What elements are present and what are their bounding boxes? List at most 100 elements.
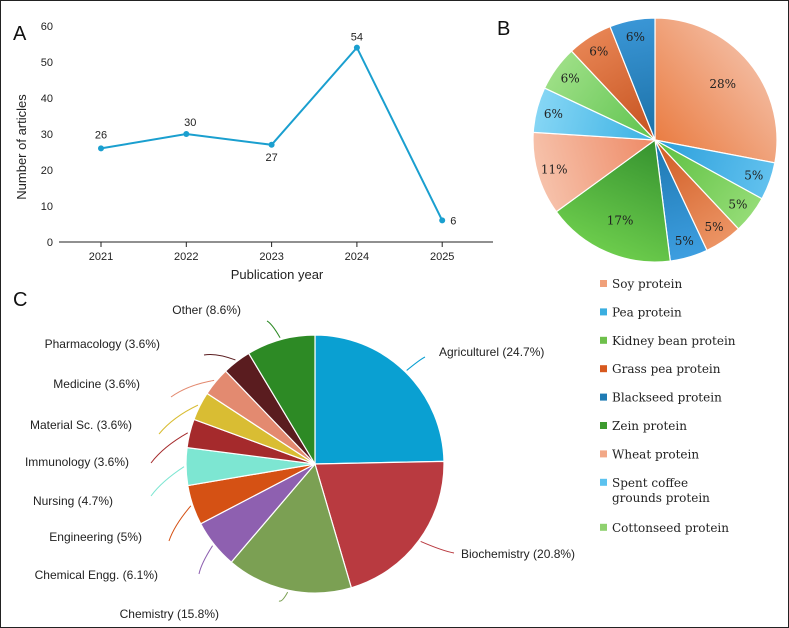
data-points bbox=[98, 44, 446, 224]
x-ticks: 2021 2022 2023 2024 2025 bbox=[89, 242, 454, 263]
panel-label-a: A bbox=[13, 23, 27, 45]
leader-line bbox=[266, 320, 281, 338]
data-label: 26 bbox=[95, 129, 107, 141]
legend-label: Kidney bean protein bbox=[612, 334, 736, 348]
slice-label: Immunology (3.6%) bbox=[25, 455, 129, 469]
legend-label: Blackseed protein bbox=[612, 391, 722, 405]
x-tick-label: 2022 bbox=[174, 251, 198, 263]
leader-line bbox=[203, 353, 236, 361]
legend-item-blackseed-protein: Blackseed protein bbox=[600, 391, 722, 405]
slice-label: 5% bbox=[728, 197, 747, 211]
y-tick-label: 60 bbox=[41, 21, 53, 33]
leader-line bbox=[150, 466, 185, 497]
legend-label: Wheat protein bbox=[612, 447, 699, 461]
series-line bbox=[100, 45, 444, 221]
legend-swatch bbox=[600, 523, 607, 531]
panel-label-b: B bbox=[497, 18, 510, 40]
slice-label: 5% bbox=[675, 234, 694, 248]
legend-swatch bbox=[600, 478, 607, 486]
legend-item-wheat-protein: Wheat protein bbox=[600, 447, 699, 461]
leader-line bbox=[198, 545, 214, 575]
slice-label: 11% bbox=[541, 162, 568, 176]
y-tick-label: 0 bbox=[47, 237, 53, 249]
pie-slice-chemistry bbox=[230, 462, 353, 594]
legend-swatch bbox=[600, 393, 607, 401]
pie-slice-agriculturel bbox=[314, 334, 445, 465]
y-tick-label: 30 bbox=[41, 129, 53, 141]
leader-line bbox=[406, 356, 426, 371]
legend-item-grass-pea-protein: Grass pea protein bbox=[600, 362, 721, 376]
slice-label: 5% bbox=[744, 169, 763, 183]
legend-swatch bbox=[600, 336, 607, 344]
leader-line bbox=[278, 591, 289, 602]
slice-label: 6% bbox=[626, 30, 645, 44]
y-tick-label: 10 bbox=[41, 201, 53, 213]
legend-swatch bbox=[600, 422, 607, 429]
slice-label: Biochemistry (20.8%) bbox=[461, 547, 575, 561]
leader-line bbox=[150, 432, 189, 464]
legend-swatch bbox=[600, 450, 607, 458]
slice-label: 6% bbox=[561, 71, 580, 85]
legend-swatch bbox=[600, 365, 607, 373]
y-ticks: 0 10 20 30 40 50 60 bbox=[41, 21, 53, 249]
pie-chart-b: 28% 5% 5% 5% 5% 17% 11% 6% 6% 6% 6% bbox=[532, 17, 778, 263]
legend-label: Cottonseed protein bbox=[612, 521, 729, 535]
data-label: 54 bbox=[351, 32, 363, 44]
slice-label: Agriculturel (24.7%) bbox=[439, 345, 544, 359]
data-point bbox=[439, 217, 446, 224]
slice-label: Other (8.6%) bbox=[172, 303, 241, 317]
y-tick-label: 20 bbox=[41, 165, 53, 177]
legend-label: Soy protein bbox=[612, 277, 682, 291]
legend-label: Pea protein bbox=[612, 305, 682, 319]
pie-slice-wheat-protein bbox=[532, 131, 657, 213]
slice-label: Material Sc. (3.6%) bbox=[30, 418, 132, 432]
leader-line bbox=[420, 540, 455, 554]
leader-line bbox=[158, 404, 199, 435]
x-tick-label: 2024 bbox=[345, 251, 369, 263]
x-tick-label: 2023 bbox=[259, 251, 283, 263]
pie-chart-c: Agriculturel (24.7%) Biochemistry (20.8%)… bbox=[25, 303, 575, 621]
data-label: 27 bbox=[265, 152, 277, 164]
data-point bbox=[268, 141, 275, 148]
slice-label: Chemical Engg. (6.1%) bbox=[35, 568, 158, 582]
legend-swatch bbox=[600, 280, 607, 287]
slice-label: 6% bbox=[544, 107, 563, 121]
x-axis-title: Publication year bbox=[231, 267, 324, 282]
legend-item-zein-protein: Zein protein bbox=[600, 419, 687, 433]
slice-label: 17% bbox=[607, 214, 634, 228]
y-tick-label: 40 bbox=[41, 93, 53, 105]
legend-b: Soy protein Pea protein Kidney bean protei… bbox=[600, 277, 736, 535]
legend-item-cottonseed-protein: Cottonseed protein bbox=[600, 521, 729, 535]
data-label: 6 bbox=[450, 215, 456, 227]
pie-slice-zein-protein bbox=[555, 138, 671, 263]
x-tick-label: 2025 bbox=[430, 251, 454, 263]
slice-label: 5% bbox=[704, 220, 723, 234]
data-point bbox=[183, 131, 190, 137]
legend-label: Spent coffee grounds protein bbox=[612, 476, 710, 505]
panel-label-c: C bbox=[13, 289, 27, 311]
legend-swatch bbox=[600, 308, 607, 316]
legend-label: Grass pea protein bbox=[612, 362, 721, 376]
legend-item-kidney-bean-protein: Kidney bean protein bbox=[600, 334, 736, 348]
y-axis-title: Number of articles bbox=[14, 94, 29, 200]
slice-label: Engineering (5%) bbox=[49, 530, 142, 544]
legend-item-pea-protein: Pea protein bbox=[600, 305, 682, 319]
pie-slice-other bbox=[247, 334, 316, 467]
data-point bbox=[353, 44, 360, 51]
slice-label: Chemistry (15.8%) bbox=[120, 607, 219, 621]
legend-item-spent-coffee-grounds-protein: Spent coffee grounds protein bbox=[600, 476, 710, 505]
legend-item-soy-protein: Soy protein bbox=[600, 277, 682, 291]
pie-slice-biochemistry bbox=[314, 460, 445, 589]
leader-line bbox=[170, 379, 215, 398]
slice-label: Nursing (4.7%) bbox=[33, 494, 113, 508]
pie-slice-soy-protein bbox=[654, 17, 778, 164]
leader-line bbox=[168, 505, 192, 542]
legend-label: Zein protein bbox=[612, 419, 687, 433]
data-label: 30 bbox=[184, 117, 196, 129]
slice-label: Medicine (3.6%) bbox=[53, 377, 140, 391]
slice-label: Pharmacology (3.6%) bbox=[45, 337, 160, 351]
slice-label: 6% bbox=[589, 44, 608, 58]
